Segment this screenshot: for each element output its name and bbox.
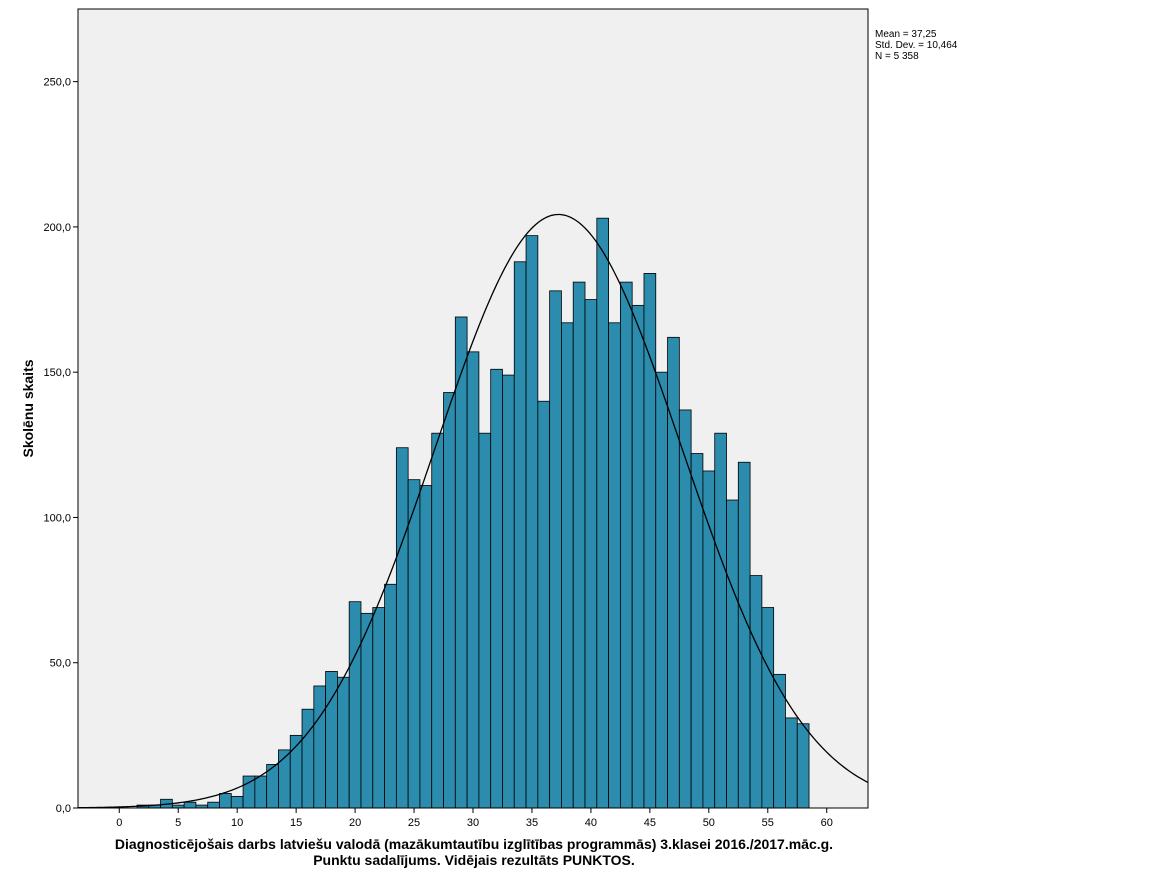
x-tick-label: 5 — [175, 817, 181, 829]
histogram-bar — [183, 801, 197, 809]
histogram-bar — [749, 575, 763, 809]
y-tick-label: 150,0 — [43, 367, 71, 379]
histogram-bar — [301, 708, 315, 809]
y-axis-label: Skolēnu skaits — [20, 359, 36, 457]
histogram-bar — [219, 793, 232, 809]
histogram-bar — [537, 400, 551, 809]
x-axis-label-line-1: Diagnosticējošais darbs latviešu valodā … — [115, 836, 833, 852]
histogram-bar — [596, 217, 609, 809]
x-axis-label-line-2: Punktu sadalījums. Vidējais rezultāts PU… — [313, 852, 635, 868]
bars-group — [136, 217, 810, 809]
histogram-bar — [608, 322, 621, 809]
histogram-bar — [561, 322, 574, 809]
histogram-bar — [443, 392, 456, 809]
x-tick-label: 40 — [585, 817, 597, 829]
histogram-bar — [572, 281, 586, 809]
histogram-bar — [431, 432, 444, 809]
y-tick-label: 50,0 — [50, 658, 71, 670]
x-tick-label: 0 — [116, 817, 122, 829]
histogram-bar — [336, 676, 350, 809]
y-tick-label: 0,0 — [56, 803, 71, 815]
histogram-bar — [584, 299, 598, 809]
y-tick-label: 100,0 — [43, 512, 71, 524]
histogram-bar — [525, 235, 539, 809]
x-tick-label: 45 — [644, 817, 656, 829]
histogram-bar — [384, 583, 397, 809]
stat-n: N = 5 358 — [875, 51, 919, 62]
histogram-bar — [726, 499, 739, 809]
y-tick-label: 250,0 — [43, 77, 71, 89]
x-axis: 0 5 10 15 20 25 30 35 40 45 50 55 60 — [116, 808, 833, 829]
histogram-bar — [631, 304, 645, 809]
histogram-bar — [490, 368, 503, 809]
stat-std-dev: Std. Dev. = 10,464 — [875, 40, 958, 51]
y-tick-label: 200,0 — [43, 222, 71, 234]
x-tick-label: 30 — [467, 817, 479, 829]
histogram-bar — [643, 272, 657, 809]
histogram-bar — [502, 374, 515, 809]
histogram-bar — [207, 801, 220, 809]
histogram-bar — [395, 447, 409, 809]
histogram-bar — [230, 795, 244, 809]
histogram-bar — [690, 453, 704, 809]
histogram-bar — [454, 316, 468, 809]
histogram-bar — [466, 351, 480, 809]
histogram-bar — [278, 749, 291, 809]
histogram-bar — [372, 607, 385, 809]
histogram-bar — [348, 601, 362, 809]
x-tick-label: 50 — [703, 817, 715, 829]
x-tick-label: 20 — [349, 817, 361, 829]
histogram-bar — [796, 723, 810, 809]
x-tick-label: 35 — [526, 817, 538, 829]
x-tick-label: 15 — [290, 817, 302, 829]
histogram-bar — [655, 371, 668, 809]
histogram-bar — [619, 281, 633, 809]
histogram-bar — [737, 461, 751, 809]
histogram-bar — [773, 673, 786, 809]
histogram-bar — [360, 612, 374, 809]
histogram-bar — [714, 432, 727, 809]
x-tick-label: 10 — [231, 817, 243, 829]
histogram-bar — [667, 336, 680, 809]
histogram-bar — [549, 290, 562, 809]
histogram-bar — [407, 479, 421, 809]
histogram-bar — [785, 717, 798, 809]
x-tick-label: 25 — [408, 817, 420, 829]
histogram-bar — [419, 485, 433, 809]
normal-curve — [77, 213, 869, 809]
histogram-bar — [702, 470, 716, 809]
y-axis: 0,0 50,0 100,0 150,0 200,0 250,0 — [43, 77, 78, 815]
x-tick-label: 60 — [821, 817, 833, 829]
histogram-bar — [513, 261, 527, 809]
histogram-bar — [313, 685, 327, 809]
histogram-bar — [254, 775, 268, 809]
histogram-bar — [478, 432, 492, 809]
histogram-bar — [761, 607, 775, 809]
x-tick-label: 55 — [762, 817, 774, 829]
stat-mean: Mean = 37,25 — [875, 29, 937, 40]
